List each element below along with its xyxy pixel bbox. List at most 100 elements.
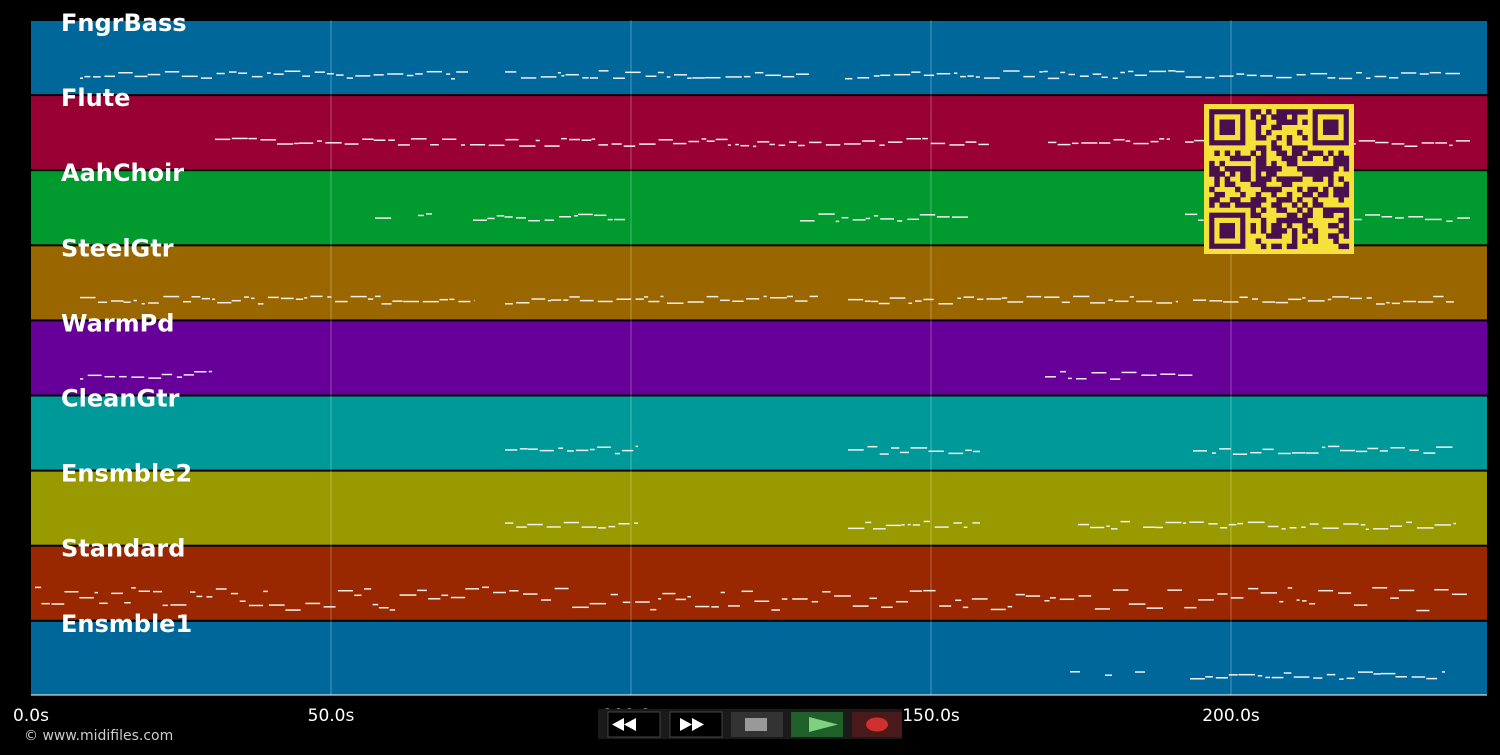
note <box>277 143 294 145</box>
record-button[interactable] <box>852 712 902 737</box>
play-button[interactable] <box>791 712 843 737</box>
note <box>1355 450 1368 453</box>
note <box>688 140 700 143</box>
note <box>482 586 489 589</box>
stop-icon[interactable] <box>745 718 767 731</box>
note <box>474 299 475 302</box>
note <box>1281 528 1286 530</box>
note <box>1128 70 1134 73</box>
qr-cell <box>1240 191 1246 198</box>
qr-cell <box>1297 129 1303 136</box>
qr-cell <box>1322 171 1329 177</box>
forward-icon[interactable] <box>680 718 704 731</box>
note <box>1190 678 1205 680</box>
labels: FngrBass Flute AahChoir SteelGtr WarmPd Clean… <box>61 9 192 638</box>
qr-cell <box>1255 238 1262 244</box>
qr-cell <box>1317 176 1324 182</box>
note <box>1025 595 1041 597</box>
note <box>1296 73 1306 76</box>
qr-finder <box>1219 119 1236 136</box>
qr-cell <box>1260 119 1267 125</box>
note <box>1441 671 1445 673</box>
note <box>80 378 84 380</box>
rewind-button[interactable] <box>607 711 661 738</box>
note <box>327 296 332 298</box>
qr-cell <box>1312 186 1319 193</box>
note <box>735 143 739 146</box>
note <box>1217 593 1228 595</box>
note <box>1357 671 1373 673</box>
rewind-icon[interactable] <box>612 718 636 731</box>
note <box>1120 71 1126 74</box>
note <box>594 214 607 217</box>
note <box>1313 677 1323 679</box>
note <box>1386 301 1390 304</box>
qr-finder <box>1322 119 1339 136</box>
note <box>1434 588 1449 591</box>
qr-cell <box>1209 202 1215 208</box>
qr-cell <box>1297 197 1303 203</box>
qr-cell <box>1281 197 1288 203</box>
note <box>295 298 304 300</box>
note <box>1327 77 1336 79</box>
track-label: WarmPd <box>61 309 174 337</box>
note <box>1110 528 1118 530</box>
forward-button[interactable] <box>669 711 723 738</box>
qr-cell <box>1255 109 1262 115</box>
qr-cell <box>1260 207 1267 213</box>
qr-cell <box>1297 176 1303 182</box>
qr-cell <box>1250 109 1257 115</box>
qr-cell <box>1255 181 1262 188</box>
note <box>581 526 597 528</box>
note <box>111 592 123 595</box>
note <box>567 450 574 452</box>
note <box>446 73 451 75</box>
note <box>1094 608 1110 610</box>
note <box>1185 76 1202 78</box>
note <box>1246 74 1257 77</box>
note <box>1353 604 1368 606</box>
forward-bg[interactable] <box>669 711 723 738</box>
note <box>1348 218 1362 221</box>
play-icon[interactable] <box>809 717 838 732</box>
note <box>215 138 231 141</box>
note <box>1409 449 1419 452</box>
note <box>673 142 687 145</box>
note <box>194 371 207 373</box>
note <box>35 586 42 589</box>
note <box>1381 216 1393 218</box>
qr-cell <box>1240 171 1246 177</box>
qr-cell <box>1328 166 1334 172</box>
note <box>1219 448 1231 450</box>
qr-cell <box>1276 207 1282 213</box>
note <box>1426 677 1438 680</box>
note <box>285 609 301 611</box>
stop-button[interactable] <box>731 712 783 737</box>
note <box>589 448 595 451</box>
note <box>781 598 788 600</box>
note <box>928 450 944 452</box>
note <box>1149 70 1167 73</box>
record-icon[interactable] <box>866 717 888 732</box>
note <box>800 220 815 222</box>
qr-cell <box>1297 186 1303 193</box>
note <box>346 77 353 79</box>
qr-cell <box>1328 171 1334 177</box>
note <box>493 591 506 594</box>
note <box>725 76 742 78</box>
qr-cell <box>1302 166 1308 172</box>
note <box>335 74 344 76</box>
qr-cell <box>1333 238 1339 244</box>
note <box>1373 673 1381 675</box>
note <box>789 141 797 143</box>
note <box>1178 374 1193 376</box>
note <box>539 449 554 452</box>
note <box>909 590 922 592</box>
note <box>1238 673 1256 676</box>
qr-cell <box>1312 233 1319 239</box>
note <box>487 217 495 220</box>
note <box>1416 609 1430 612</box>
qr-cell <box>1240 155 1246 162</box>
qr-cell <box>1338 228 1344 234</box>
note <box>51 603 65 605</box>
